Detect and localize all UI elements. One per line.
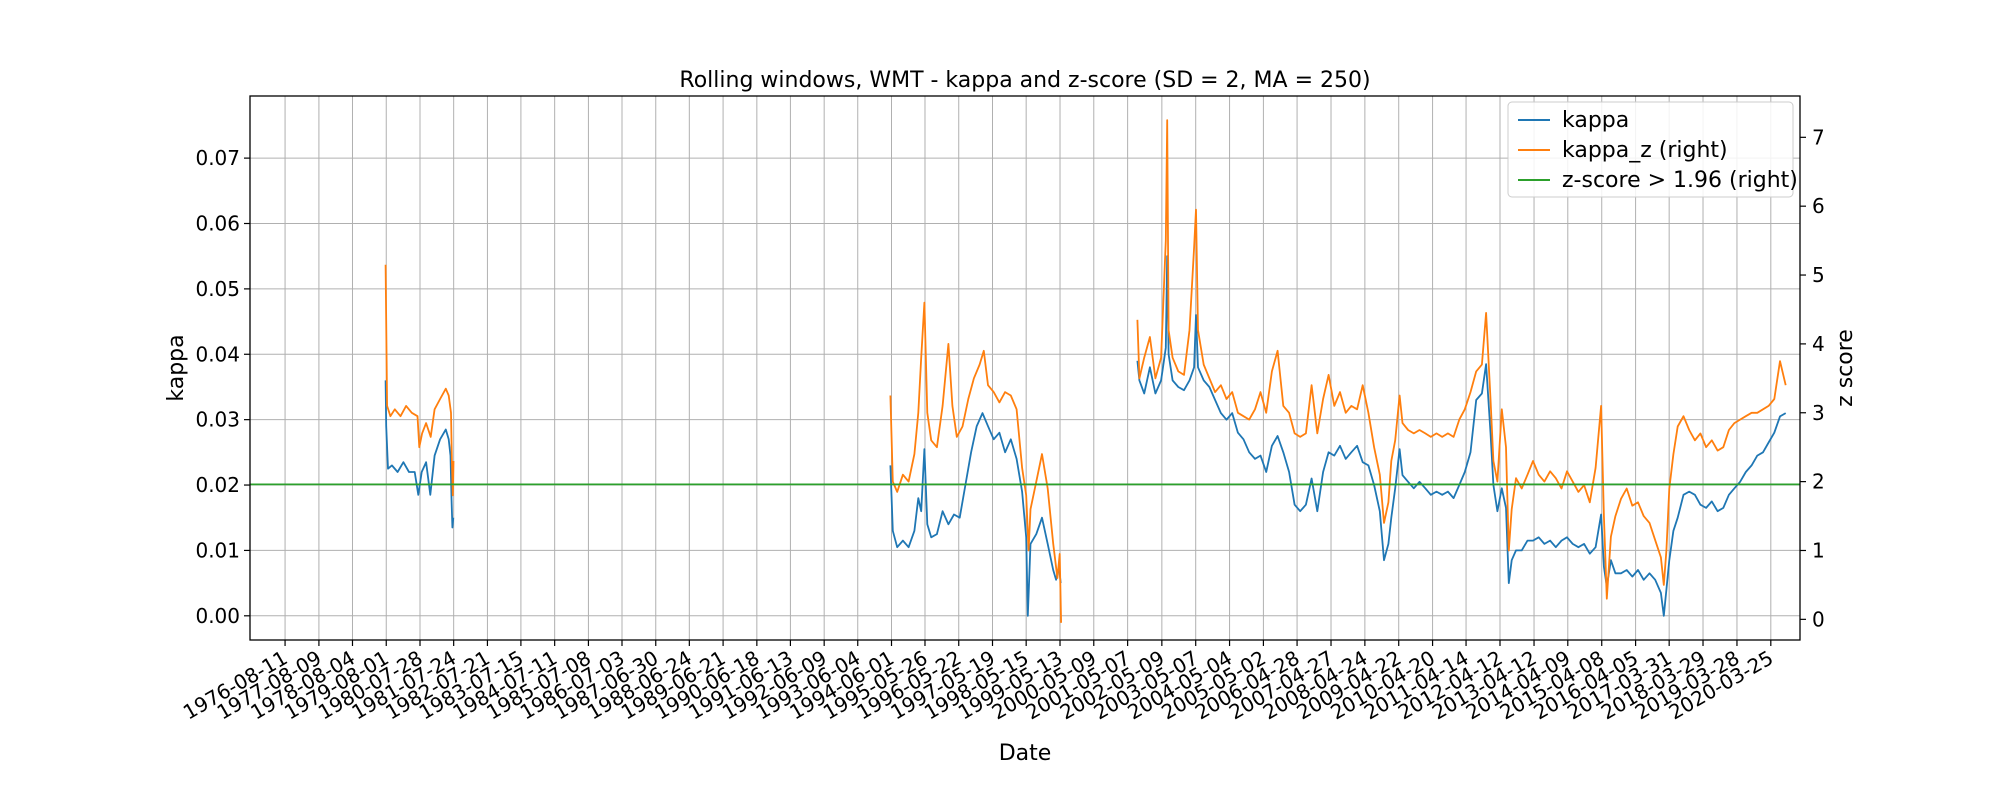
y-axis-label-right: z score — [1833, 329, 1858, 407]
series-line-kappa-segment-2 — [889, 412, 1062, 617]
plot-series — [250, 119, 1800, 623]
series-line-kappa-z-segment-3 — [1136, 119, 1787, 600]
left-y-axis-ticks: 0.00 0.01 0.02 0.03 0.04 0.05 0.06 0.07 — [195, 146, 250, 628]
y-tick-label-right: 0 — [1812, 607, 1825, 631]
legend-label-z-threshold: z-score > 1.96 (right) — [1562, 168, 1798, 193]
y-tick-label-right: 6 — [1812, 194, 1825, 218]
plot-frame — [249, 95, 1801, 641]
y-tick-label-left: 0.03 — [195, 408, 240, 432]
y-tick-label-right: 1 — [1812, 538, 1825, 562]
legend-box — [1507, 101, 1794, 198]
series-line-kappa-z-segment-2 — [889, 301, 1062, 623]
series-line-kappa-z-segment-1 — [384, 264, 455, 497]
y-tick-label-right: 4 — [1812, 332, 1825, 356]
y-axis-label-left: kappa — [164, 334, 189, 401]
legend: kappa kappa_z (right) z-score > 1.96 (ri… — [1507, 101, 1798, 198]
y-tick-label-left: 0.04 — [195, 342, 240, 366]
y-tick-label-right: 7 — [1812, 125, 1825, 149]
y-tick-label-right: 2 — [1812, 470, 1825, 494]
y-tick-label-left: 0.01 — [195, 538, 240, 562]
legend-label-kappa-z: kappa_z (right) — [1562, 138, 1728, 163]
series-line-kappa-segment-3 — [1136, 255, 1787, 617]
right-y-axis-ticks: 0 1 2 3 4 5 6 7 — [1800, 125, 1825, 631]
y-tick-label-left: 0.02 — [195, 473, 240, 497]
y-tick-label-right: 3 — [1812, 401, 1825, 425]
y-tick-label-left: 0.00 — [195, 604, 240, 628]
y-tick-label-left: 0.05 — [195, 277, 240, 301]
y-tick-label-right: 5 — [1812, 263, 1825, 287]
y-tick-label-left: 0.07 — [195, 146, 240, 170]
x-axis-label: Date — [999, 741, 1052, 766]
y-tick-label-left: 0.06 — [195, 212, 240, 236]
legend-label-kappa: kappa — [1562, 108, 1629, 133]
chart-title: Rolling windows, WMT - kappa and z-score… — [679, 68, 1370, 93]
series-line-kappa-segment-1 — [384, 380, 455, 529]
